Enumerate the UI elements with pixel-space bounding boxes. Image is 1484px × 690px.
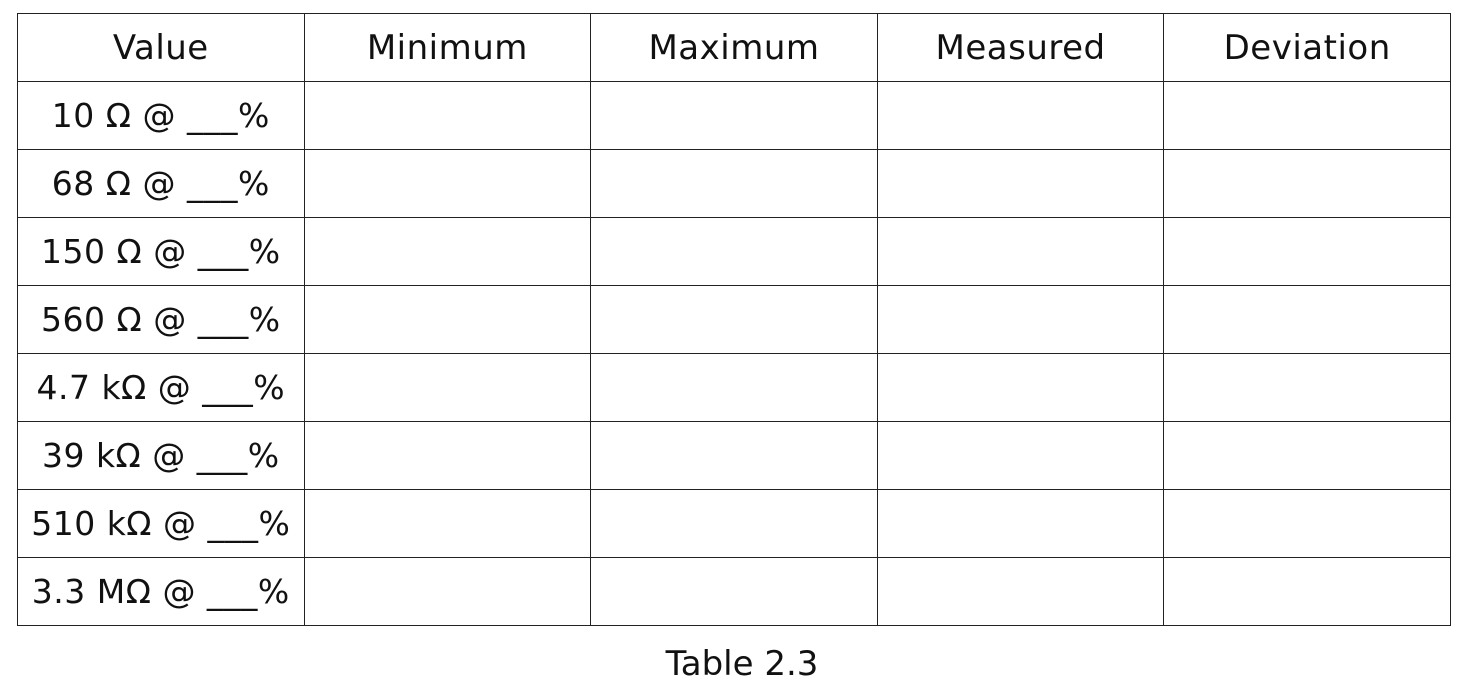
table-container: Value Minimum Maximum Measured Deviation… xyxy=(17,13,1451,626)
measured-cell[interactable] xyxy=(876,421,1165,490)
measured-cell[interactable] xyxy=(876,149,1165,218)
minimum-cell[interactable] xyxy=(303,217,592,286)
table-row: 150 Ω @ ___% xyxy=(17,217,1451,286)
maximum-cell[interactable] xyxy=(590,353,878,422)
maximum-cell[interactable] xyxy=(590,557,878,626)
value-cell: 4.7 kΩ @ ___% xyxy=(17,353,305,422)
deviation-cell[interactable] xyxy=(1163,81,1451,150)
header-minimum: Minimum xyxy=(303,13,592,82)
measured-cell[interactable] xyxy=(876,285,1165,354)
deviation-cell[interactable] xyxy=(1163,285,1451,354)
maximum-cell[interactable] xyxy=(590,489,878,558)
minimum-cell[interactable] xyxy=(303,557,592,626)
deviation-cell[interactable] xyxy=(1163,353,1451,422)
value-cell: 150 Ω @ ___% xyxy=(17,217,305,286)
header-maximum: Maximum xyxy=(590,13,878,82)
measured-cell[interactable] xyxy=(876,81,1165,150)
deviation-cell[interactable] xyxy=(1163,557,1451,626)
measured-cell[interactable] xyxy=(876,217,1165,286)
deviation-cell[interactable] xyxy=(1163,421,1451,490)
maximum-cell[interactable] xyxy=(590,285,878,354)
maximum-cell[interactable] xyxy=(590,81,878,150)
header-row: Value Minimum Maximum Measured Deviation xyxy=(17,13,1451,82)
table-row: 3.3 MΩ @ ___% xyxy=(17,557,1451,626)
resistor-tolerance-table: Value Minimum Maximum Measured Deviation… xyxy=(17,13,1451,626)
value-cell: 68 Ω @ ___% xyxy=(17,149,305,218)
value-cell: 560 Ω @ ___% xyxy=(17,285,305,354)
minimum-cell[interactable] xyxy=(303,149,592,218)
maximum-cell[interactable] xyxy=(590,149,878,218)
deviation-cell[interactable] xyxy=(1163,489,1451,558)
header-deviation: Deviation xyxy=(1163,13,1451,82)
minimum-cell[interactable] xyxy=(303,81,592,150)
table-header: Value Minimum Maximum Measured Deviation xyxy=(17,13,1451,82)
value-cell: 39 kΩ @ ___% xyxy=(17,421,305,490)
measured-cell[interactable] xyxy=(876,489,1165,558)
value-cell: 3.3 MΩ @ ___% xyxy=(17,557,305,626)
value-cell: 510 kΩ @ ___% xyxy=(17,489,305,558)
table-row: 39 kΩ @ ___% xyxy=(17,421,1451,490)
table-row: 560 Ω @ ___% xyxy=(17,285,1451,354)
minimum-cell[interactable] xyxy=(303,285,592,354)
deviation-cell[interactable] xyxy=(1163,217,1451,286)
minimum-cell[interactable] xyxy=(303,353,592,422)
maximum-cell[interactable] xyxy=(590,421,878,490)
table-row: 510 kΩ @ ___% xyxy=(17,489,1451,558)
deviation-cell[interactable] xyxy=(1163,149,1451,218)
header-measured: Measured xyxy=(876,13,1165,82)
table-row: 4.7 kΩ @ ___% xyxy=(17,353,1451,422)
header-value: Value xyxy=(17,13,305,82)
measured-cell[interactable] xyxy=(876,557,1165,626)
minimum-cell[interactable] xyxy=(303,421,592,490)
minimum-cell[interactable] xyxy=(303,489,592,558)
value-cell: 10 Ω @ ___% xyxy=(17,81,305,150)
table-row: 68 Ω @ ___% xyxy=(17,149,1451,218)
maximum-cell[interactable] xyxy=(590,217,878,286)
table-caption: Table 2.3 xyxy=(665,644,819,684)
table-body: 10 Ω @ ___% 68 Ω @ ___% 150 Ω @ ___% xyxy=(17,81,1451,626)
measured-cell[interactable] xyxy=(876,353,1165,422)
table-row: 10 Ω @ ___% xyxy=(17,81,1451,150)
